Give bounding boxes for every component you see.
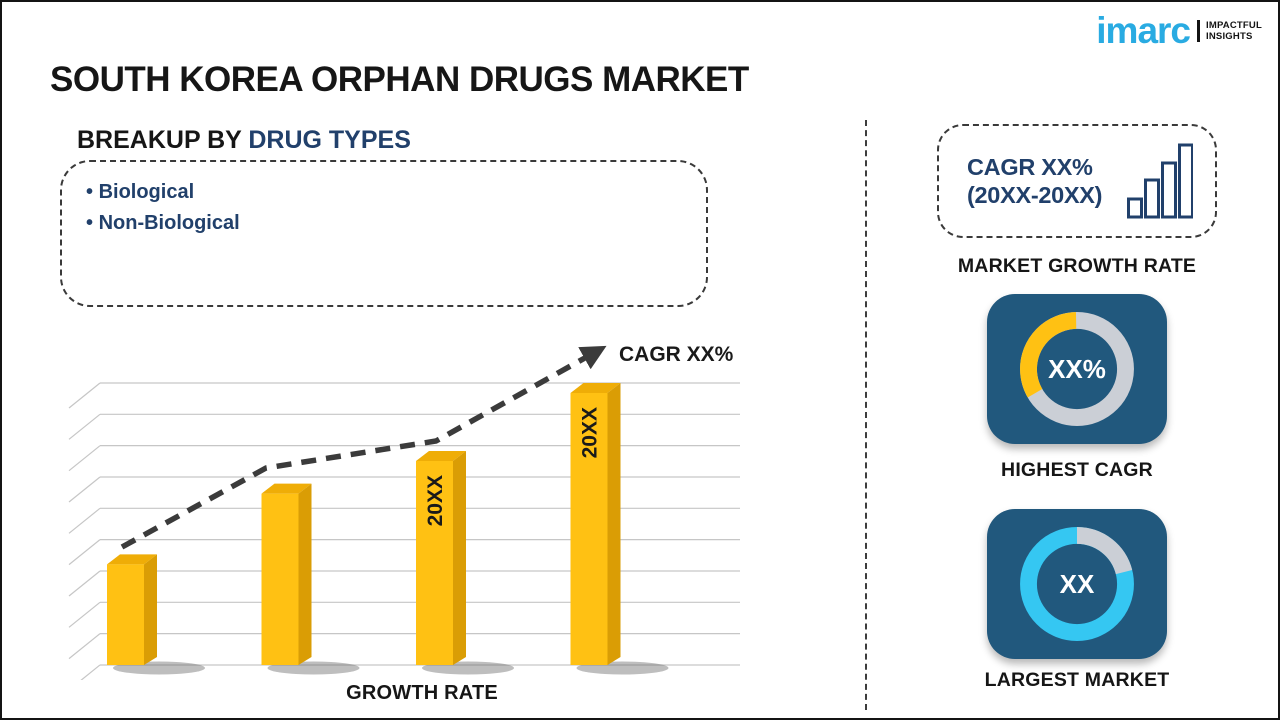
breakup-heading: BREAKUP BY DRUG TYPES bbox=[77, 126, 411, 155]
highest-cagr-label: HIGHEST CAGR bbox=[1001, 459, 1153, 481]
imarc-logo: imarc IMPACTFUL INSIGHTS bbox=[1096, 10, 1262, 51]
cagr-annotation: CAGR XX% bbox=[619, 343, 734, 366]
list-item-biological: Biological bbox=[86, 177, 682, 208]
breakup-heading-highlight: DRUG TYPES bbox=[248, 126, 411, 154]
imarc-logo-tagline: IMPACTFUL INSIGHTS bbox=[1197, 20, 1262, 42]
donut-chart-icon bbox=[1020, 312, 1134, 426]
rising-bars-icon bbox=[1127, 143, 1193, 219]
highest-cagr-card: XX% bbox=[987, 294, 1167, 444]
market-growth-rate-label: MARKET GROWTH RATE bbox=[957, 255, 1197, 277]
largest-market-donut: XX bbox=[1019, 526, 1135, 642]
tagline-line1: IMPACTFUL bbox=[1206, 20, 1262, 31]
drug-types-list: Biological Non-Biological bbox=[86, 177, 682, 239]
chart-x-axis-label: GROWTH RATE bbox=[346, 682, 498, 704]
drug-types-box: Biological Non-Biological bbox=[60, 160, 708, 307]
cagr-summary-text: CAGR XX% (20XX-20XX) bbox=[967, 153, 1102, 209]
largest-market-value: XX bbox=[1059, 568, 1095, 599]
svg-text:20XX: 20XX bbox=[424, 475, 447, 526]
cagr-line2: (20XX-20XX) bbox=[967, 182, 1103, 208]
highest-cagr-value: XX% bbox=[1048, 353, 1106, 384]
largest-market-card: XX bbox=[987, 509, 1167, 659]
imarc-logo-text: imarc bbox=[1096, 10, 1191, 51]
vertical-dashed-divider bbox=[865, 120, 867, 710]
breakup-heading-prefix: BREAKUP BY bbox=[77, 126, 249, 154]
page-title: SOUTH KOREA ORPHAN DRUGS MARKET bbox=[50, 60, 749, 99]
donut-chart-icon bbox=[1020, 527, 1134, 641]
largest-market-label: LARGEST MARKET bbox=[984, 669, 1170, 691]
cagr-summary-box: CAGR XX% (20XX-20XX) bbox=[937, 124, 1217, 238]
list-item-non-biological: Non-Biological bbox=[86, 208, 682, 239]
tagline-line2: INSIGHTS bbox=[1206, 31, 1253, 42]
svg-text:20XX: 20XX bbox=[579, 407, 602, 458]
growth-rate-bar-chart: 20XX 20XX bbox=[68, 345, 740, 680]
highest-cagr-donut: XX% bbox=[1019, 311, 1135, 427]
cagr-line1: CAGR XX% bbox=[967, 154, 1093, 180]
